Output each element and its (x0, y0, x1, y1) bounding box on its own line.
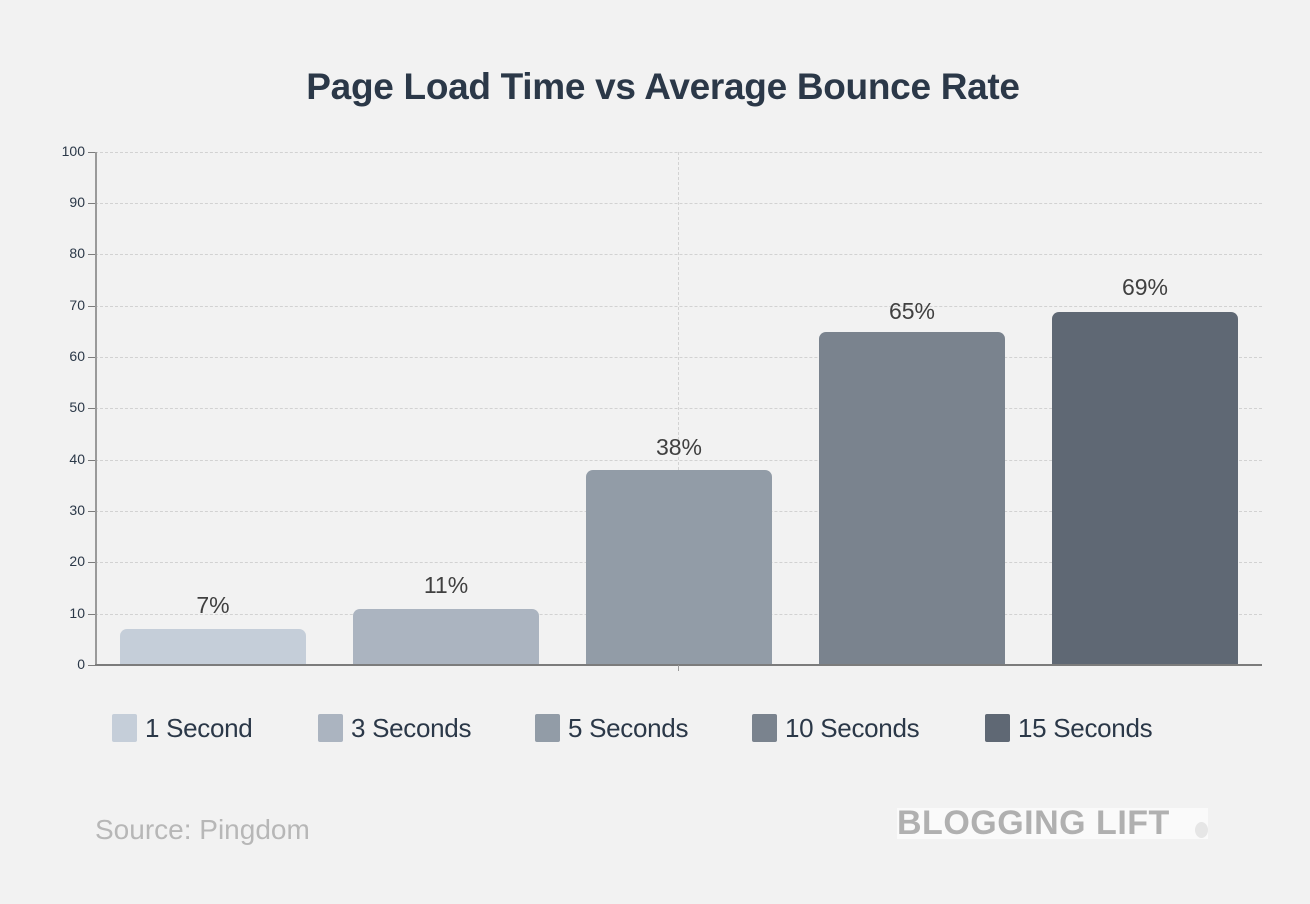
legend-label: 1 Second (145, 712, 253, 743)
legend-label: 5 Seconds (568, 712, 689, 743)
ytick (88, 306, 95, 307)
ytick (88, 562, 95, 563)
legend-swatch (535, 714, 560, 742)
ytick (88, 665, 95, 666)
ytick-label-0: 0 (77, 656, 85, 672)
legend-swatch (112, 714, 137, 742)
chart-title: Page Load Time vs Average Bounce Rate (306, 66, 1020, 107)
vertical-gridline (678, 152, 679, 665)
ytick-label-80: 80 (69, 245, 85, 261)
bar-value-label: 65% (888, 298, 936, 324)
bar-value-label: 11% (423, 572, 469, 598)
ytick (88, 511, 95, 512)
ytick-label-100: 100 (61, 143, 85, 159)
y-axis (95, 152, 97, 665)
legend-swatch (318, 714, 343, 742)
ytick-label-30: 30 (69, 502, 85, 518)
ytick (88, 254, 95, 255)
ytick (88, 152, 95, 153)
bar-value-label: 38% (655, 434, 703, 460)
source-note: Source: Pingdom (95, 814, 310, 845)
bar-value-label: 69% (1121, 274, 1169, 300)
legend-item-10-seconds[interactable]: 10 Seconds (752, 712, 920, 744)
legend-label: 3 Seconds (351, 712, 472, 743)
bar-10-seconds (819, 332, 1005, 665)
bar-value-label: 7% (196, 592, 230, 618)
legend-item-5-seconds[interactable]: 5 Seconds (535, 712, 688, 744)
xtick (678, 665, 679, 671)
ytick-label-40: 40 (69, 451, 85, 467)
legend-swatch (752, 714, 777, 742)
bar-15-seconds (1052, 312, 1238, 665)
brand-dot-icon (1195, 822, 1208, 838)
legend-label: 15 Seconds (1018, 712, 1153, 743)
bar-3-seconds (353, 609, 539, 665)
legend-item-3-seconds[interactable]: 3 Seconds (318, 712, 471, 744)
ytick-label-70: 70 (69, 297, 85, 313)
legend: 1 Second 3 Seconds 5 Seconds 10 Seconds … (0, 712, 1310, 744)
ytick-label-20: 20 (69, 553, 85, 569)
legend-swatch (985, 714, 1010, 742)
ytick-label-90: 90 (69, 194, 85, 210)
bar-1-second (120, 629, 306, 665)
ytick-label-50: 50 (69, 399, 85, 415)
ytick (88, 408, 95, 409)
legend-label: 10 Seconds (785, 712, 920, 743)
brand-text: BLOGGING LIFT (897, 804, 1170, 842)
brand-watermark: BLOGGING LIFT (897, 806, 1208, 840)
ytick (88, 357, 95, 358)
plot-area: 100 90 80 70 60 50 40 30 20 10 0 7% 11% … (62, 143, 1262, 672)
legend-item-15-seconds[interactable]: 15 Seconds (985, 712, 1153, 744)
bar-5-seconds (586, 470, 772, 665)
ytick-label-60: 60 (69, 348, 85, 364)
ytick-label-10: 10 (69, 605, 85, 621)
ytick (88, 614, 95, 615)
ytick (88, 460, 95, 461)
ytick (88, 203, 95, 204)
legend-item-1-second[interactable]: 1 Second (112, 712, 253, 744)
